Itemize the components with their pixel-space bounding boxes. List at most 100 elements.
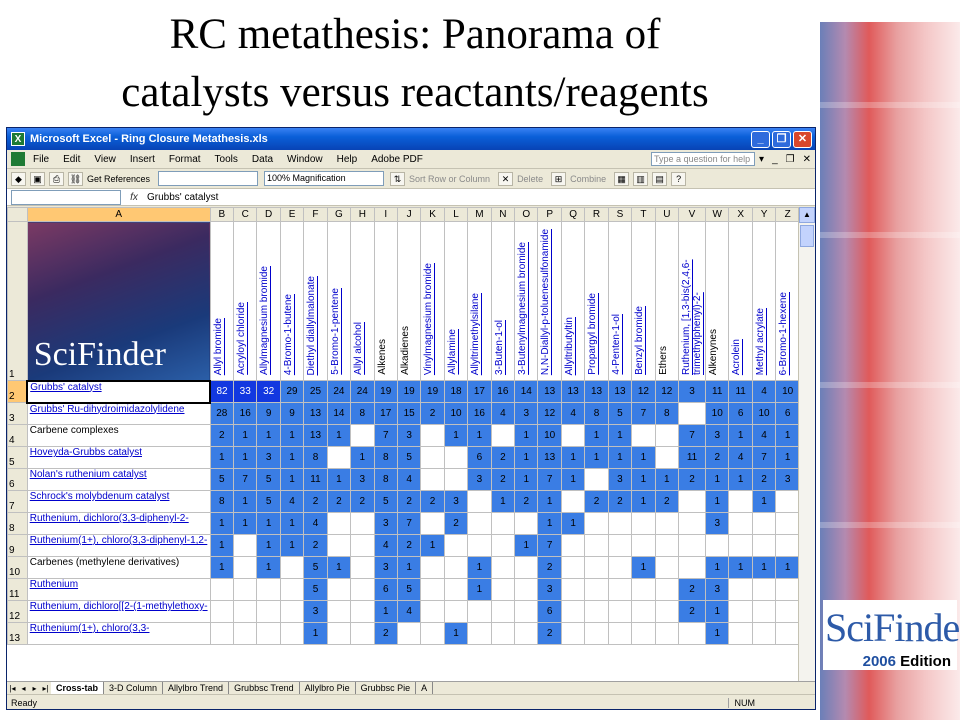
reactant-header-cell[interactable]: Propargyl bromide xyxy=(584,221,609,381)
data-cell[interactable]: 12 xyxy=(654,380,680,403)
data-cell[interactable]: 4 xyxy=(303,512,328,535)
data-cell[interactable]: 1 xyxy=(775,556,800,579)
get-references-button[interactable]: Get References xyxy=(87,173,151,184)
catalyst-label-cell[interactable]: Grubbs' catalyst xyxy=(26,379,212,404)
reactant-label[interactable]: Allyl alcohol xyxy=(353,322,365,375)
data-cell[interactable]: 1 xyxy=(560,512,586,535)
data-cell[interactable]: 7 xyxy=(373,424,398,447)
data-cell[interactable]: 1 xyxy=(775,424,800,447)
magnification-combo[interactable]: 100% Magnification xyxy=(264,171,385,186)
reactant-label[interactable]: Allylmagnesium bromide xyxy=(259,266,271,375)
data-cell[interactable]: 6 xyxy=(467,446,492,469)
reactant-label[interactable]: Propargyl bromide xyxy=(587,293,599,375)
data-cell[interactable] xyxy=(279,600,305,623)
data-cell[interactable]: 19 xyxy=(420,380,445,403)
data-cell[interactable]: 1 xyxy=(232,424,258,447)
reactant-label[interactable]: 3-Buten-1-ol xyxy=(493,319,505,375)
data-cell[interactable] xyxy=(256,622,281,645)
next-sheet-icon[interactable]: ▸ xyxy=(32,683,37,693)
data-cell[interactable] xyxy=(467,490,492,513)
data-cell[interactable]: 11 xyxy=(705,380,730,403)
data-cell[interactable] xyxy=(420,424,445,447)
data-cell[interactable]: 3 xyxy=(775,468,800,491)
data-cell[interactable] xyxy=(607,578,633,601)
data-cell[interactable]: 3 xyxy=(256,446,281,469)
data-cell[interactable]: 1 xyxy=(514,424,539,447)
data-cell[interactable]: 13 xyxy=(303,402,328,425)
data-cell[interactable]: 13 xyxy=(584,380,609,403)
data-cell[interactable] xyxy=(654,600,680,623)
column-header-r[interactable]: R xyxy=(584,207,609,222)
data-cell[interactable]: 8 xyxy=(350,402,375,425)
data-cell[interactable] xyxy=(467,600,492,623)
data-cell[interactable]: 2 xyxy=(514,490,539,513)
reactant-header-cell[interactable]: 3-Buten-1-ol xyxy=(490,221,516,381)
data-cell[interactable]: 2 xyxy=(420,402,445,425)
data-cell[interactable] xyxy=(443,446,469,469)
combine-icon[interactable]: ⊞ xyxy=(551,171,567,186)
data-cell[interactable] xyxy=(490,424,516,447)
data-cell[interactable] xyxy=(350,424,375,447)
data-cell[interactable]: 1 xyxy=(607,424,633,447)
save-icon[interactable]: ▣ xyxy=(30,171,45,186)
data-cell[interactable]: 1 xyxy=(631,490,656,513)
data-cell[interactable] xyxy=(209,578,235,601)
data-cell[interactable]: 1 xyxy=(326,556,352,579)
reactant-header-cell[interactable]: Ethers xyxy=(654,221,680,381)
menu-data[interactable]: Data xyxy=(251,153,274,165)
data-cell[interactable]: 1 xyxy=(209,556,235,579)
reactant-label[interactable]: 4-Bromo-1-butene xyxy=(282,293,294,375)
data-cell[interactable]: 10 xyxy=(537,424,562,447)
catalyst-label-cell[interactable]: Ruthenium xyxy=(26,578,211,601)
data-cell[interactable]: 1 xyxy=(705,468,730,491)
data-cell[interactable]: 5 xyxy=(303,578,328,601)
reactant-label[interactable]: Diethyl diallylmalonate xyxy=(306,275,318,376)
data-cell[interactable]: 1 xyxy=(654,468,680,491)
data-cell[interactable] xyxy=(678,534,707,557)
data-cell[interactable] xyxy=(607,512,633,535)
delete-icon[interactable]: ✕ xyxy=(498,171,514,186)
data-cell[interactable] xyxy=(728,600,753,623)
data-cell[interactable]: 1 xyxy=(209,534,235,557)
first-sheet-icon[interactable]: |◂ xyxy=(9,683,16,693)
data-cell[interactable]: 1 xyxy=(443,424,469,447)
reactant-label[interactable]: Allylamine xyxy=(446,329,458,375)
data-cell[interactable] xyxy=(560,578,586,601)
data-cell[interactable] xyxy=(775,490,800,513)
doc-close-icon[interactable]: ✕ xyxy=(802,153,811,165)
row-header[interactable]: 12 xyxy=(7,600,28,623)
column-header-q[interactable]: Q xyxy=(560,207,586,222)
data-cell[interactable] xyxy=(560,600,586,623)
data-cell[interactable] xyxy=(490,578,516,601)
data-cell[interactable] xyxy=(654,534,680,557)
data-cell[interactable]: 1 xyxy=(728,424,753,447)
data-cell[interactable]: 8 xyxy=(584,402,609,425)
data-cell[interactable]: 3 xyxy=(467,468,492,491)
reactant-label[interactable]: Allyltrimethylsilane xyxy=(470,292,482,375)
column-header-x[interactable]: X xyxy=(728,207,753,222)
data-cell[interactable]: 1 xyxy=(467,556,492,579)
data-cell[interactable] xyxy=(279,622,305,645)
row-header[interactable]: 5 xyxy=(7,446,28,469)
data-cell[interactable]: 2 xyxy=(751,468,777,491)
data-cell[interactable] xyxy=(443,534,469,557)
row-header[interactable]: 13 xyxy=(7,622,28,645)
data-cell[interactable] xyxy=(584,534,609,557)
catalyst-label-cell[interactable]: Hoveyda-Grubbs catalyst xyxy=(26,446,211,469)
data-cell[interactable] xyxy=(326,600,352,623)
data-cell[interactable] xyxy=(560,622,586,645)
data-cell[interactable]: 3 xyxy=(373,512,398,535)
catalyst-label-cell[interactable]: Ruthenium(1+), chloro(3,3-diphenyl-1,2- xyxy=(26,534,211,557)
data-cell[interactable]: 1 xyxy=(396,556,422,579)
data-cell[interactable] xyxy=(514,578,539,601)
data-cell[interactable]: 14 xyxy=(514,380,539,403)
reactant-header-cell[interactable]: Allyltributyltin xyxy=(560,221,586,381)
data-cell[interactable]: 1 xyxy=(514,468,539,491)
menu-adobe-pdf[interactable]: Adobe PDF xyxy=(371,153,423,165)
data-cell[interactable]: 1 xyxy=(279,468,305,491)
data-cell[interactable]: 5 xyxy=(373,490,398,513)
reactant-header-cell[interactable]: N,N-Diallyl-p-toluenesulfonamide xyxy=(537,221,562,381)
data-cell[interactable]: 1 xyxy=(728,468,753,491)
data-cell[interactable]: 82 xyxy=(209,380,235,403)
data-cell[interactable]: 7 xyxy=(631,402,656,425)
